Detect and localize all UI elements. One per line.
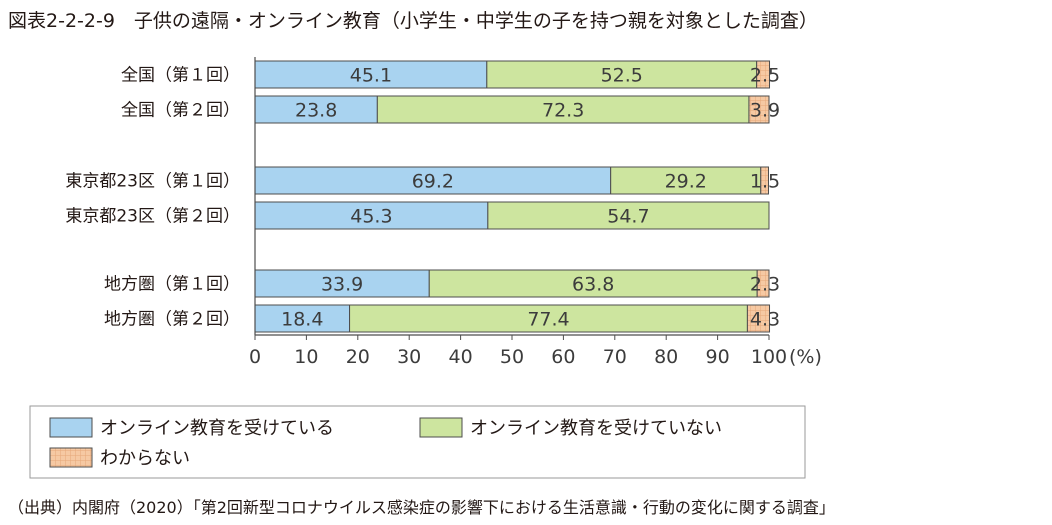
data-label: 18.4 [281,309,323,331]
data-label: 23.8 [295,100,337,122]
data-label: 2.3 [750,274,780,296]
x-tick-label: 40 [449,346,473,368]
bar-segment-not-receiving [610,166,762,195]
legend-item-not-receiving-swatch [419,417,463,438]
chart-title: 図表2-2-2-9 子供の遠隔・オンライン教育（小学生・中学生の子を持つ親を対象… [8,10,818,32]
x-tick-label: 90 [706,346,730,368]
bars-group: 全国（第１回） 45.1 52.5 2.5 全国（第２回） 23.8 72.3 3.9 東京都2… [65,60,780,333]
bar-segment-not-receiving [486,60,758,89]
category-label: 地方圏（第１回） [104,275,240,295]
x-tick-label: 100 [751,346,787,368]
data-label: 3.9 [750,100,780,122]
legend-item-unknown-swatch [49,447,93,468]
legend-item-receiving-swatch [49,417,93,438]
data-label: 33.9 [321,274,363,296]
category-label: 地方圏（第２回） [104,310,240,330]
bar-segment-unknown [746,304,771,333]
data-label: 63.8 [572,274,614,296]
legend-item-unknown-label: わからない [100,448,190,469]
x-tick-label: 50 [500,346,524,368]
legend-item-not-receiving-label: オンライン教育を受けていない [470,418,722,439]
source-note: （出典）内閣府（2020）「第2回新型コロナウイルス感染症の影響下における生活意… [8,498,835,517]
bar-segment-not-receiving [376,95,750,124]
data-label: 45.1 [350,65,392,87]
legend-box [29,405,806,479]
data-label: 1.5 [750,171,780,193]
bar-segment-unknown [748,95,770,124]
bar-segment-unknown [760,166,769,195]
data-label: 4.3 [750,309,780,331]
data-label: 54.7 [607,206,649,228]
x-tick-label: 80 [654,346,678,368]
bar-segment-not-receiving [487,201,770,230]
data-label: 69.2 [412,171,454,193]
x-axis: 0 10 20 30 40 50 60 70 80 90 100 (%) [249,57,822,368]
data-label: 45.3 [350,206,392,228]
bar-segment-unknown [756,60,771,89]
bar-segment-unknown [756,269,770,298]
x-tick-label: 20 [346,346,370,368]
category-label: 全国（第１回） [121,66,240,86]
category-label: 東京都23区（第２回） [65,207,240,227]
x-tick-label: 0 [249,346,261,368]
bar-segment-receiving [254,166,612,195]
bar-segment-not-receiving [428,269,758,298]
data-label: 29.2 [665,171,707,193]
x-unit-label: (%) [789,346,822,368]
x-tick-label: 60 [551,346,575,368]
legend-item-receiving-label: オンライン教育を受けている [100,418,334,439]
data-label: 2.5 [750,65,780,87]
bar-segment-not-receiving [349,304,748,333]
data-label: 72.3 [542,100,584,122]
category-label: 全国（第２回） [121,101,240,121]
x-tick-label: 70 [603,346,627,368]
data-label: 77.4 [527,309,569,331]
x-tick-label: 30 [397,346,421,368]
category-label: 東京都23区（第１回） [65,172,240,192]
data-label: 52.5 [601,65,643,87]
x-tick-label: 10 [294,346,318,368]
